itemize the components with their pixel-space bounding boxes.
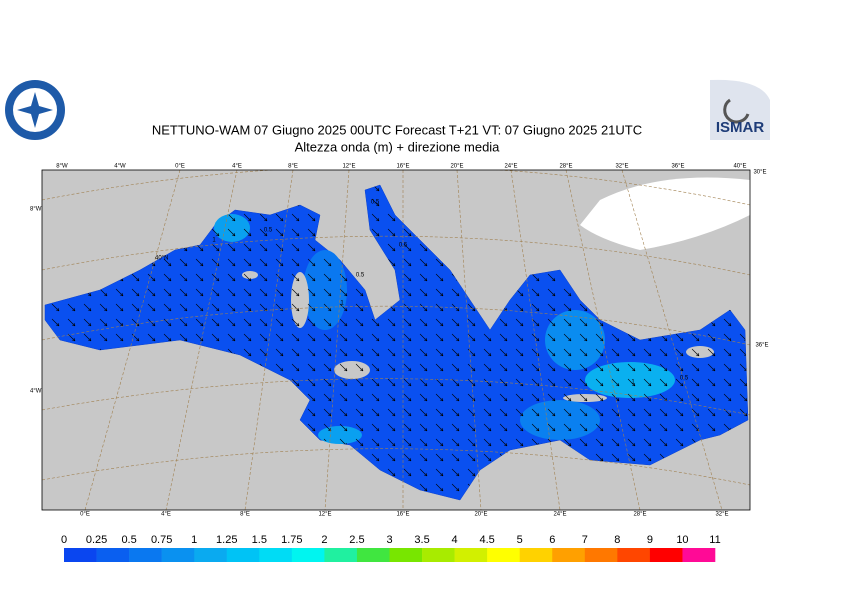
colorbar-label: 0.5 [121, 534, 136, 546]
colorbar-label: 2 [321, 534, 327, 546]
lon-label: 28°E [633, 512, 646, 518]
lon-label: 4°E [161, 512, 171, 518]
lon-label: 24°E [504, 164, 517, 170]
colorbar-label: 0.75 [151, 534, 172, 546]
contour-label: 1 [631, 380, 635, 386]
colorbar-label: 1.75 [281, 534, 302, 546]
lon-label: 32°E [715, 512, 728, 518]
contour-label: 0.5 [356, 273, 365, 279]
lat-label: 40°N [155, 256, 168, 262]
map-frame [41, 169, 751, 511]
colorbar-swatch [356, 548, 390, 562]
meridian [324, 170, 350, 510]
colorbar-swatch [487, 548, 520, 562]
lon-label: 32°E [615, 164, 628, 170]
colorbar-swatch [324, 548, 358, 562]
lon-label: 40°E [733, 164, 746, 170]
colorbar-swatch [226, 548, 260, 562]
meridian [244, 170, 294, 510]
logo-text: ISMAR [716, 119, 765, 136]
no-data [580, 177, 750, 250]
lon-label: 8°E [288, 164, 298, 170]
colorbar-label: 9 [647, 534, 653, 546]
graticule [42, 170, 750, 486]
colorbar-label: 3.5 [414, 534, 429, 546]
lon-label: 8°E [240, 512, 250, 518]
colorbar-swatch [454, 548, 488, 562]
subtitle: Altezza onda (m) + direzione media [295, 139, 501, 154]
lon-label: 4°E [232, 164, 242, 170]
colorbar-swatch [422, 548, 455, 562]
lon-label: 24°E [553, 512, 566, 518]
contour-label: 0.5 [399, 243, 408, 249]
colorbar-label: 6 [549, 534, 555, 546]
lon-label: 28°E [559, 164, 572, 170]
lat-label: 8°W [30, 207, 42, 213]
lon-label: 12°E [342, 164, 355, 170]
colorbar-swatch [649, 548, 683, 562]
contour-label: 1 [340, 301, 344, 307]
colorbar-label: 7 [582, 534, 588, 546]
colorbar-swatch [194, 548, 228, 562]
colorbar-swatch [617, 548, 651, 562]
colorbar-swatch [64, 548, 97, 562]
meridian [456, 170, 482, 510]
graticule [84, 170, 723, 510]
lon-label: 8°W [56, 164, 68, 170]
colorbar-swatch [682, 548, 716, 562]
colorbar-label: 1 [191, 534, 197, 546]
title: NETTUNO-WAM 07 Giugno 2025 00UTC Forecas… [152, 122, 642, 137]
lon-label: 0°E [80, 512, 90, 518]
colorbar-label: 8 [614, 534, 620, 546]
colorbar: 0 0.25 0.5 0.75 1 1.25 1.5 1.75 2 2.5 3 3.5 4 4.5 5 6 7 8… [61, 534, 721, 562]
logo-left [5, 80, 65, 140]
map [42, 170, 750, 510]
meridian [510, 170, 561, 510]
contour-label: 0.5 [680, 376, 689, 382]
contour-label: 0.5 [264, 228, 273, 234]
lon-label: 20°E [474, 512, 487, 518]
colorbar-swatch [129, 548, 162, 562]
lat-label: 30°E [753, 170, 766, 176]
logo-right: ISMAR [710, 79, 770, 140]
colorbar-swatch [389, 548, 423, 562]
meridian [565, 170, 641, 510]
colorbar-label: 3 [386, 534, 392, 546]
colorbar-label: 0.25 [86, 534, 107, 546]
lon-label: 16°E [396, 512, 409, 518]
colorbar-swatch [161, 548, 195, 562]
contour-label: 0.5 [371, 200, 380, 206]
colorbar-swatch [291, 548, 325, 562]
lon-label: 16°E [396, 164, 409, 170]
lon-label: 12°E [318, 512, 331, 518]
contour-label: 1 [212, 238, 216, 244]
meridian [84, 170, 181, 510]
lon-label: 0°E [175, 164, 185, 170]
colorbar-swatch [552, 548, 586, 562]
colorbar-label: 10 [676, 534, 688, 546]
colorbar-swatch [96, 548, 130, 562]
lon-label: 4°W [114, 164, 126, 170]
colorbar-label: 1.5 [252, 534, 267, 546]
colorbar-label: 0 [61, 534, 67, 546]
lat-label: 36°E [755, 343, 768, 349]
meridian [621, 170, 723, 510]
lon-label: 36°E [671, 164, 684, 170]
colorbar-label: 5 [517, 534, 523, 546]
meridian [165, 170, 238, 510]
colorbar-swatch [519, 548, 553, 562]
colorbar-label: 4 [452, 534, 458, 546]
colorbar-label: 2.5 [349, 534, 364, 546]
colorbar-label: 1.25 [216, 534, 237, 546]
colorbar-label: 11 [709, 534, 720, 546]
wave-direction [45, 185, 748, 500]
lat-label: 4°W [30, 389, 42, 395]
lon-label: 20°E [450, 164, 463, 170]
colorbar-swatch [584, 548, 618, 562]
colorbar-label: 4.5 [480, 534, 495, 546]
colorbar-swatch [259, 548, 293, 562]
